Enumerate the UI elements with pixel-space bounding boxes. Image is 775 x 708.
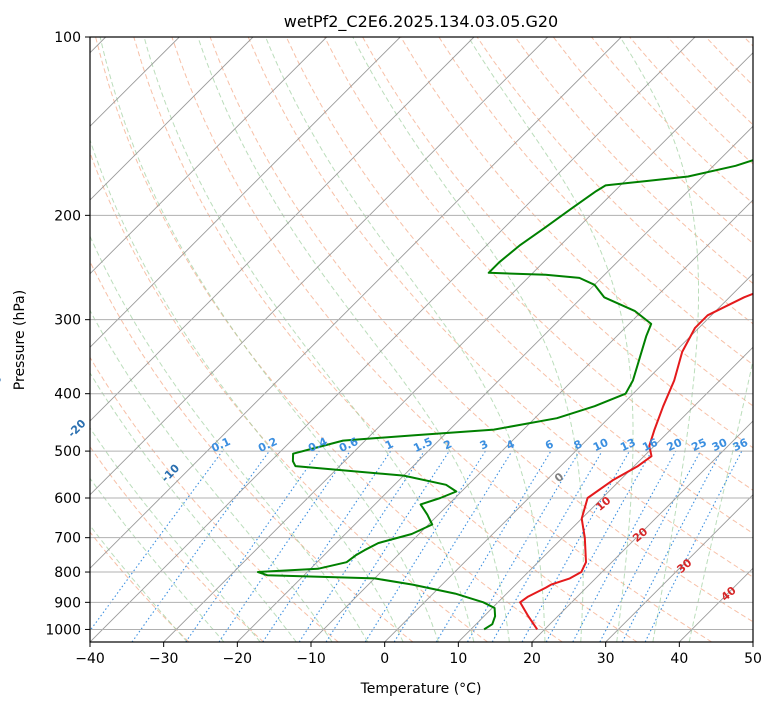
moist-adiabat-line bbox=[90, 477, 225, 642]
mixing-ratio-label: 36 bbox=[731, 436, 751, 454]
dry-adiabat-line bbox=[90, 356, 339, 642]
moist-adiabat-line bbox=[90, 138, 404, 642]
dry-adiabat-line bbox=[400, 37, 753, 407]
x-tick-label: 0 bbox=[380, 651, 389, 667]
mixing-ratio-line bbox=[90, 450, 223, 632]
isotherm-line bbox=[384, 273, 753, 642]
isotherm-line bbox=[310, 199, 753, 642]
moist-adiabat-line bbox=[90, 309, 333, 642]
chart-title: wetPf2_C2E6.2025.134.03.05.G20 bbox=[284, 12, 558, 32]
mixing-ratio-line bbox=[262, 450, 392, 642]
dry-adiabat-line bbox=[95, 37, 563, 642]
dewpoint-line bbox=[256, 159, 753, 631]
isotherm-line bbox=[90, 37, 696, 642]
mixing-ratio-label: 10 bbox=[591, 436, 611, 454]
mixing-ratio-line bbox=[521, 450, 630, 642]
y-tick-label: 1000 bbox=[45, 622, 81, 638]
moist-adiabat-line bbox=[619, 37, 699, 642]
y-axis-title: Pressure (hPa) bbox=[12, 290, 28, 390]
mixing-ratio-label: 16 bbox=[640, 436, 660, 454]
dry-adiabat-line bbox=[90, 151, 488, 642]
dry-adiabat-line bbox=[133, 37, 638, 642]
moist-adiabat-line bbox=[90, 427, 261, 642]
x-tick-label: −30 bbox=[149, 651, 179, 667]
dry-adiabat-line bbox=[247, 37, 753, 578]
y-tick-label: 300 bbox=[54, 313, 81, 329]
isotherm-line bbox=[531, 420, 753, 642]
isotherm-line bbox=[90, 37, 401, 348]
mixing-ratio-line bbox=[218, 450, 351, 642]
x-tick-label: 40 bbox=[670, 651, 688, 667]
moist-adiabat-line bbox=[352, 37, 584, 642]
y-tick-label: 200 bbox=[54, 208, 81, 224]
y-tick-label: 500 bbox=[54, 444, 81, 460]
x-tick-label: 10 bbox=[449, 651, 467, 667]
mixing-ratio-line bbox=[572, 450, 677, 642]
isotherm-line bbox=[90, 37, 475, 422]
x-tick-label: 50 bbox=[744, 651, 762, 667]
x-tick-label: 20 bbox=[523, 651, 541, 667]
mixing-ratio-line bbox=[298, 450, 425, 642]
isotherm-line bbox=[90, 37, 254, 201]
moist-adiabat-line bbox=[688, 358, 753, 642]
dry-adiabat-line bbox=[90, 445, 264, 642]
moist-adiabat-line bbox=[99, 37, 439, 642]
dry-adiabat-line bbox=[209, 37, 753, 623]
mixing-ratio-label: 30 bbox=[710, 436, 730, 454]
y-tick-label: 100 bbox=[54, 30, 81, 46]
y-tick-label: 400 bbox=[54, 387, 81, 403]
moist-adiabat-line bbox=[265, 37, 546, 642]
mixing-ratio-line bbox=[131, 450, 270, 642]
mixing-ratio-label: 20 bbox=[665, 436, 685, 454]
y-tick-label: 900 bbox=[54, 595, 81, 611]
mixing-ratio-line bbox=[393, 450, 513, 642]
x-tick-label: −40 bbox=[75, 651, 105, 667]
moist-adiabat-line bbox=[90, 371, 297, 642]
dry-adiabat-line bbox=[514, 37, 753, 285]
mixing-ratio-line bbox=[185, 450, 320, 642]
y-tick-label: 700 bbox=[54, 531, 81, 547]
x-tick-label: −10 bbox=[296, 651, 326, 667]
temperature-line bbox=[519, 292, 753, 630]
moist-adiabat-line bbox=[143, 37, 475, 642]
isotherm-line bbox=[90, 37, 549, 496]
y-tick-label: 600 bbox=[54, 491, 81, 507]
mixing-ratio-label: 13 bbox=[618, 436, 637, 454]
axes: −40 −30 −20 −10 0 10 20 30 40 50 100 200 300 400 500 60… bbox=[45, 30, 762, 667]
grid bbox=[90, 37, 753, 642]
dry-adiabat-line bbox=[324, 37, 753, 491]
dry-adiabat-line bbox=[171, 37, 712, 642]
x-axis-title: Temperature (°C) bbox=[360, 681, 482, 697]
x-tick-label: −20 bbox=[223, 651, 253, 667]
x-tick-label: 30 bbox=[597, 651, 615, 667]
mixing-ratio-line bbox=[545, 450, 653, 642]
plot-frame bbox=[89, 36, 754, 643]
isotherm-line bbox=[90, 37, 328, 275]
dry-adiabat-line bbox=[438, 37, 753, 366]
isotherm-line bbox=[457, 346, 753, 642]
mixing-ratio-line bbox=[325, 450, 450, 642]
moist-adiabat-line bbox=[90, 235, 369, 642]
isotherm-line bbox=[163, 52, 753, 642]
dry-adiabat-line bbox=[362, 37, 753, 449]
mixing-ratio-label: 25 bbox=[689, 436, 708, 454]
background-lines bbox=[90, 37, 753, 642]
dry-adiabat-line bbox=[90, 531, 190, 642]
profile-series bbox=[256, 159, 753, 631]
isotherm-line bbox=[236, 125, 753, 642]
isotherm-line bbox=[605, 494, 753, 642]
moist-adiabat-line bbox=[197, 37, 510, 642]
isotherm-line bbox=[90, 37, 622, 569]
mixing-ratio-line bbox=[644, 450, 743, 642]
y-tick-label: 800 bbox=[54, 565, 81, 581]
